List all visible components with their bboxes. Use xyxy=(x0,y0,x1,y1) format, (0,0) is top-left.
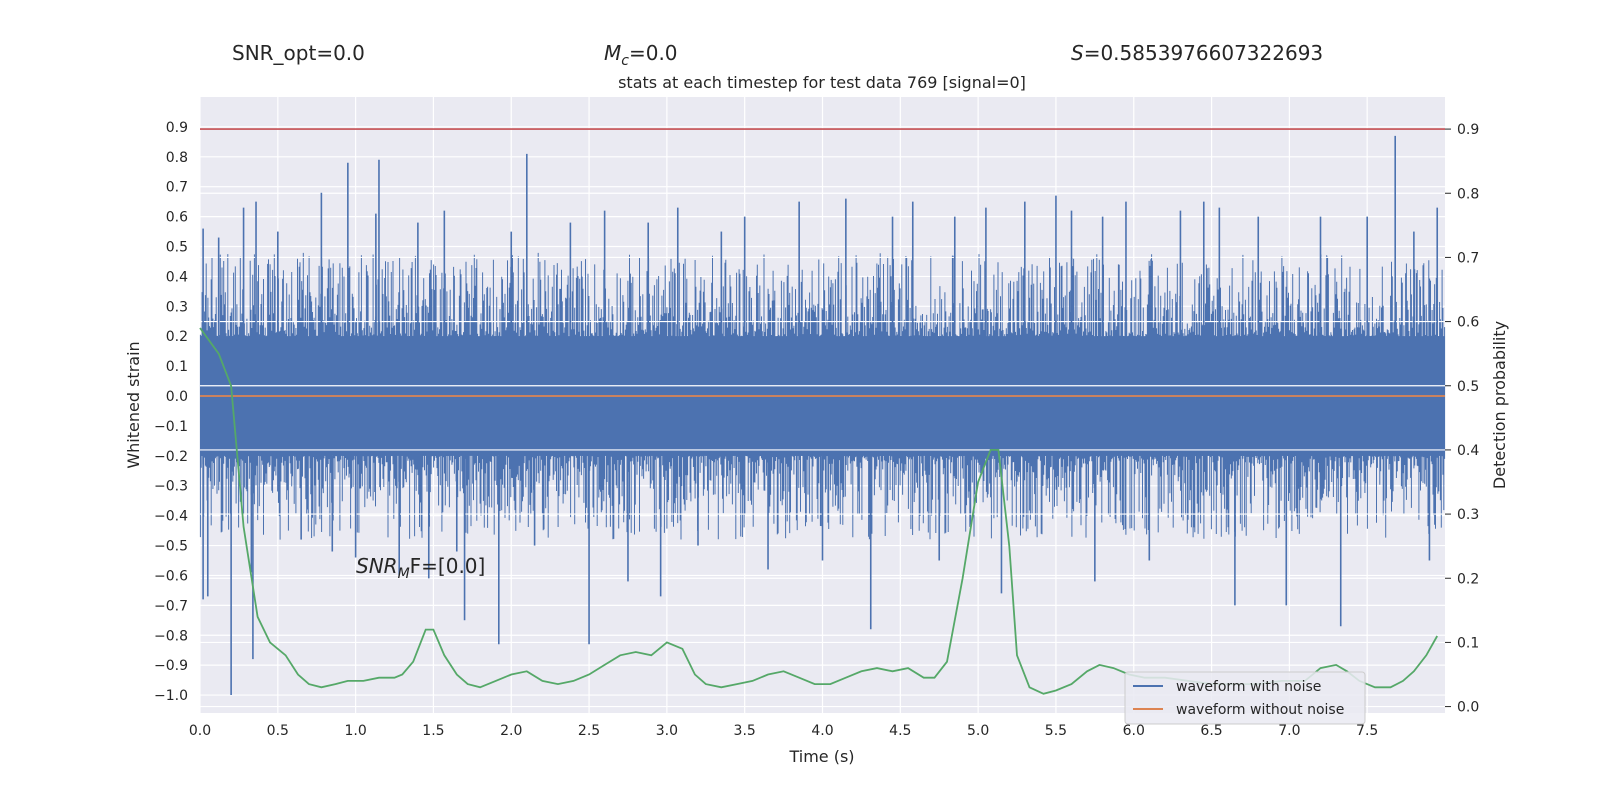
y2-tick-label: 0.4 xyxy=(1457,443,1479,459)
x-tick-label: 3.0 xyxy=(656,723,678,739)
x-tick-label: 1.0 xyxy=(344,723,366,739)
y2-tick-label: 0.5 xyxy=(1457,379,1479,395)
x-tick-label: 5.5 xyxy=(1045,723,1067,739)
x-tick-label: 6.0 xyxy=(1123,723,1145,739)
y2-tick-label: 0.3 xyxy=(1457,507,1479,523)
x-tick-label: 4.5 xyxy=(889,723,911,739)
y-tick-label: 0.6 xyxy=(166,210,188,226)
snr-mf-sub: M xyxy=(398,566,410,582)
y-tick-label: −0.5 xyxy=(154,539,188,555)
y-tick-label: 0.1 xyxy=(166,359,188,375)
y-tick-label: 0.8 xyxy=(166,150,188,166)
s-stat-symbol: S xyxy=(1071,41,1084,65)
snr-mf-main: SNR xyxy=(356,554,398,578)
x-tick-label: 0.0 xyxy=(189,723,211,739)
y2-tick-label: 0.7 xyxy=(1457,250,1479,266)
x-tick-label: 5.0 xyxy=(967,723,989,739)
y-axis-label: Whitened strain xyxy=(124,341,143,468)
chirp-mass-symbol: M xyxy=(604,41,621,65)
y-tick-label: −1.0 xyxy=(154,688,188,704)
chirp-mass-value: =0.0 xyxy=(629,41,678,65)
y-tick-label: −0.3 xyxy=(154,479,188,495)
y2-tick-label: 0.0 xyxy=(1457,700,1479,716)
legend-label-noise: waveform with noise xyxy=(1176,679,1321,695)
y2-tick-label: 0.8 xyxy=(1457,186,1479,202)
y2-tick-label: 0.1 xyxy=(1457,635,1479,651)
x-tick-label: 2.0 xyxy=(500,723,522,739)
y-tick-label: −0.7 xyxy=(154,598,188,614)
x-tick-label: 2.5 xyxy=(578,723,600,739)
chart-title: stats at each timestep for test data 769… xyxy=(618,73,1026,92)
y2-tick-label: 0.9 xyxy=(1457,122,1479,138)
y-tick-label: 0.9 xyxy=(166,120,188,136)
noise-spikes xyxy=(202,135,1439,696)
y-tick-label: −0.9 xyxy=(154,658,188,674)
noise-fringe xyxy=(199,252,1446,540)
s-stat-text: S=0.5853976607322693 xyxy=(1071,41,1323,65)
x-tick-label: 7.0 xyxy=(1278,723,1300,739)
x-tick-label: 3.5 xyxy=(734,723,756,739)
y-tick-label: 0.4 xyxy=(166,269,188,285)
y-tick-label: 0.5 xyxy=(166,240,188,256)
y-tick-label: 0.3 xyxy=(166,299,188,315)
snr-opt-text: SNR_opt=0.0 xyxy=(232,41,365,65)
s-stat-value: =0.5853976607322693 xyxy=(1084,41,1323,65)
y-tick-label: −0.4 xyxy=(154,509,188,525)
chirp-mass-subscript: c xyxy=(621,53,629,69)
x-tick-label: 4.0 xyxy=(811,723,833,739)
snr-mf-annotation: SNRMF=[0.0] xyxy=(356,554,485,582)
y-tick-label: −0.8 xyxy=(154,628,188,644)
legend-label-clean: waveform without noise xyxy=(1176,702,1344,718)
y-tick-label: 0.7 xyxy=(166,180,188,196)
x-axis-label: Time (s) xyxy=(788,747,854,766)
legend: waveform with noise waveform without noi… xyxy=(1124,671,1366,725)
y2-tick-label: 0.2 xyxy=(1457,571,1479,587)
x-tick-label: 6.5 xyxy=(1200,723,1222,739)
y-ticks: −1.0 −0.9 −0.8 −0.7 −0.6 −0.5 −0.4 −0.3 −0.2 −0.1… xyxy=(154,120,188,704)
x-tick-label: 7.5 xyxy=(1356,723,1378,739)
y-tick-label: −0.6 xyxy=(154,568,188,584)
legend-box xyxy=(1124,671,1366,725)
y2-ticks: 0.0 0.1 0.2 0.3 0.4 0.5 0.6 0.7 0.8 0.9 xyxy=(1445,122,1479,716)
snr-mf-tail: F=[0.0] xyxy=(410,554,486,578)
y-tick-label: 0.2 xyxy=(166,329,188,345)
x-ticks: 0.0 0.5 1.0 1.5 2.0 2.5 3.0 3.5 4.0 4.5 5.0 5.5 6.0 6… xyxy=(189,723,1378,739)
y2-tick-label: 0.6 xyxy=(1457,315,1479,331)
x-tick-label: 0.5 xyxy=(267,723,289,739)
y-tick-label: 0.0 xyxy=(166,389,188,405)
chirp-mass-text: Mc=0.0 xyxy=(604,41,678,69)
y2-axis-label: Detection probability xyxy=(1490,321,1509,489)
y-tick-label: −0.1 xyxy=(154,419,188,435)
x-tick-label: 1.5 xyxy=(422,723,444,739)
y-tick-label: −0.2 xyxy=(154,449,188,465)
